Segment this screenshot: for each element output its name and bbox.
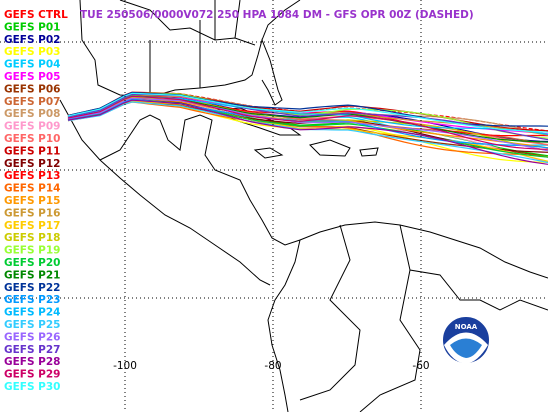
legend-entry: GEFS P23 — [4, 294, 61, 306]
ensemble-line — [67, 99, 548, 165]
ensemble-line — [67, 95, 548, 150]
legend-entry: GEFS P18 — [4, 232, 61, 244]
legend-entry: GEFS P13 — [4, 170, 61, 182]
legend-entry: GEFS P12 — [4, 158, 61, 170]
noaa-logo: NOAA — [441, 315, 491, 365]
ensemble-line — [67, 97, 548, 152]
legend-entry: GEFS P02 — [4, 34, 61, 46]
legend-entry: GEFS P14 — [4, 183, 61, 195]
legend-entry: GEFS P16 — [4, 207, 61, 219]
legend-entry: GEFS P05 — [4, 71, 61, 83]
legend-entry: GEFS P22 — [4, 282, 61, 294]
svg-text:NOAA: NOAA — [455, 323, 478, 331]
legend-entry: GEFS P29 — [4, 369, 61, 381]
lon-label: -60 — [412, 360, 429, 372]
legend-entry: GEFS P07 — [4, 96, 61, 108]
ensemble-lines — [67, 91, 548, 165]
legend-entry: GEFS P06 — [4, 83, 61, 95]
legend-entry: GEFS P25 — [4, 319, 61, 331]
legend-entry: GEFS CTRL — [4, 9, 68, 21]
legend-entry: GEFS P21 — [4, 269, 61, 281]
ensemble-line — [67, 92, 548, 133]
legend-entry: GEFS P17 — [4, 220, 61, 232]
lon-label: -100 — [113, 360, 137, 372]
ensemble-line — [67, 93, 548, 141]
legend-entry: GEFS P09 — [4, 121, 61, 133]
legend-entry: GEFS P11 — [4, 145, 61, 157]
coastlines — [59, 0, 548, 412]
legend-entry: GEFS P30 — [4, 381, 61, 393]
legend-entry: GEFS P20 — [4, 257, 61, 269]
legend-entry: GEFS P03 — [4, 46, 61, 58]
legend-entry: GEFS P27 — [4, 344, 61, 356]
legend-entry: GEFS P19 — [4, 245, 61, 257]
legend-entry: GEFS P08 — [4, 108, 61, 120]
longitude-grid: -100 -80 -60 — [113, 0, 430, 412]
legend-entry: GEFS P04 — [4, 59, 61, 71]
latitude-grid — [0, 41, 548, 299]
legend-entry: GEFS P28 — [4, 356, 61, 368]
map-title: TUE 250506/0000V072 250 HPA 1084 DM - GF… — [80, 9, 474, 21]
legend-entry: GEFS P10 — [4, 133, 61, 145]
legend-entry: GEFS P26 — [4, 331, 61, 343]
legend-entry: GEFS P01 — [4, 21, 61, 33]
legend-entry: GEFS P24 — [4, 307, 61, 319]
legend-entry: GEFS P15 — [4, 195, 61, 207]
lon-label: -80 — [264, 360, 281, 372]
